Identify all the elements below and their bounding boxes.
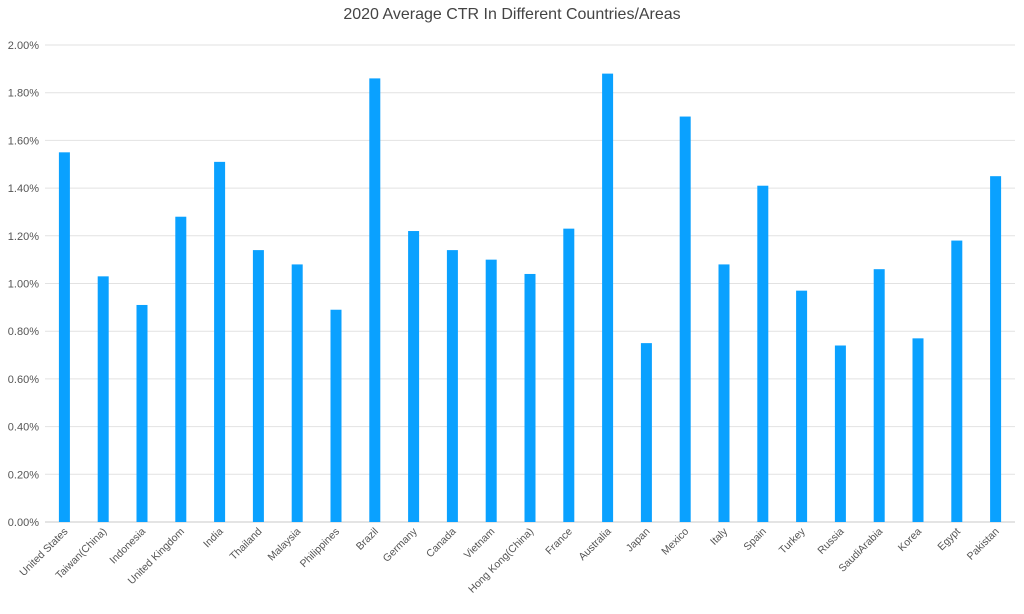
bar xyxy=(369,78,381,522)
x-tick-label: Egypt xyxy=(935,526,963,554)
bar xyxy=(640,343,652,522)
x-tick-label: France xyxy=(543,526,575,558)
bar xyxy=(718,264,730,522)
bar xyxy=(97,276,109,522)
x-axis-ticks: United StatesTaiwan(China)IndonesiaUnite… xyxy=(17,525,1001,596)
y-tick-label: 1.20% xyxy=(8,231,39,243)
x-tick-label: Hong Kong(China) xyxy=(466,526,536,596)
x-tick-label: Italy xyxy=(708,525,731,548)
x-tick-label: Vietnam xyxy=(462,525,498,561)
bar xyxy=(602,73,614,523)
y-tick-label: 0.60% xyxy=(8,374,39,386)
y-tick-label: 0.00% xyxy=(8,517,39,529)
bar xyxy=(951,240,963,522)
bars xyxy=(58,73,1002,523)
bar xyxy=(330,309,342,522)
bar xyxy=(58,152,70,522)
x-tick-label: Turkey xyxy=(777,525,808,556)
x-tick-label: Russia xyxy=(815,526,846,557)
x-tick-label: Pakistan xyxy=(965,526,1002,563)
x-tick-label: Canada xyxy=(424,526,459,561)
x-tick-label: Spain xyxy=(741,526,769,554)
x-tick-label: Brazil xyxy=(354,526,381,553)
x-tick-label: Germany xyxy=(381,525,421,565)
bar xyxy=(524,273,536,522)
bar xyxy=(796,290,808,522)
x-tick-label: Australia xyxy=(576,526,613,563)
x-tick-label: Korea xyxy=(896,526,924,554)
y-tick-label: 1.00% xyxy=(8,279,39,291)
x-tick-label: India xyxy=(201,526,226,551)
x-tick-label: Malaysia xyxy=(266,526,304,564)
x-tick-label: Indonesia xyxy=(107,526,148,567)
y-tick-label: 1.80% xyxy=(8,88,39,100)
x-tick-label: Japan xyxy=(624,526,653,555)
y-axis-ticks: 0.00% 0.20% 0.40% 0.60% 0.80% 1.00% 1.20% 1.40%… xyxy=(8,40,39,529)
bar xyxy=(446,250,458,523)
bar xyxy=(757,185,769,522)
bar xyxy=(175,216,187,522)
bar xyxy=(563,228,575,522)
bar xyxy=(136,304,148,522)
y-tick-label: 0.40% xyxy=(8,422,39,434)
bar xyxy=(834,345,846,522)
bar xyxy=(214,161,226,523)
x-tick-label: Mexico xyxy=(659,526,691,558)
bar xyxy=(485,259,497,522)
y-tick-label: 1.40% xyxy=(8,183,39,195)
bar xyxy=(912,338,924,522)
y-tick-label: 2.00% xyxy=(8,40,39,52)
y-tick-label: 0.20% xyxy=(8,469,39,481)
y-tick-label: 0.80% xyxy=(8,326,39,338)
bar xyxy=(679,116,691,523)
bar xyxy=(873,269,885,522)
y-tick-label: 1.60% xyxy=(8,135,39,147)
bar xyxy=(252,250,264,523)
bar xyxy=(291,264,303,522)
bar xyxy=(990,176,1002,523)
x-tick-label: Thailand xyxy=(228,526,265,563)
chart-title: 2020 Average CTR In Different Countries/… xyxy=(343,6,681,23)
x-tick-label: Philippines xyxy=(298,526,342,570)
bar xyxy=(408,231,420,522)
